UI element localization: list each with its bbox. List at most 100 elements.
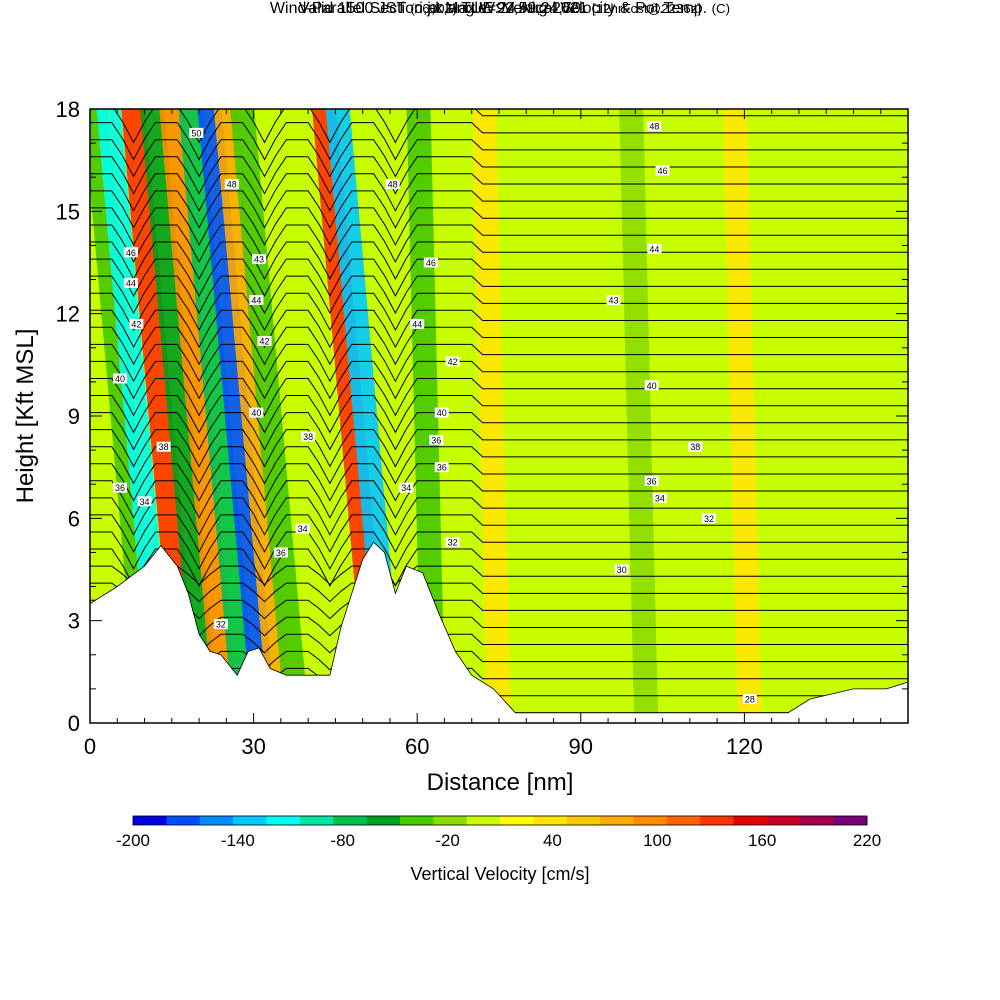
colorbar-swatch	[766, 816, 801, 825]
isentrope-line	[90, 309, 908, 349]
colorbar-label: Vertical Velocity [cm/s]	[410, 864, 589, 884]
isentrope-line	[90, 275, 908, 315]
colorbar-tick-label: -20	[435, 831, 460, 850]
colorbar-swatch	[166, 816, 201, 825]
isentrope-line	[90, 429, 908, 468]
colorbar-tick-label: 160	[748, 831, 776, 850]
colorbar-swatch	[800, 816, 835, 825]
isentrope-line	[90, 633, 908, 654]
colorbar-frame	[132, 815, 868, 826]
isentrope-label: 44	[251, 296, 261, 306]
isentrope-label-bg	[224, 179, 239, 190]
isentrope-label-bg	[429, 434, 444, 445]
isentrope-label-bg	[249, 407, 264, 418]
isentrope-line	[90, 616, 908, 637]
isentrope-label: 40	[437, 408, 447, 418]
isentrope-line	[90, 548, 908, 587]
isentrope-label-bg	[273, 547, 288, 558]
isentrope-label: 42	[131, 319, 141, 329]
x-axis-label: Distance [nm]	[427, 769, 574, 796]
colorbar-tick-label: 40	[543, 831, 562, 850]
isentrope-label: 42	[259, 336, 269, 346]
isentrope-line	[90, 378, 908, 417]
colorbar-tick-label: 220	[853, 831, 881, 850]
colorbar-swatch	[566, 816, 601, 825]
isentrope-label: 30	[617, 565, 627, 575]
isentrope-label: 40	[647, 381, 657, 391]
isentrope-label-bg	[112, 482, 127, 493]
isentrope-label-bg	[701, 513, 716, 524]
velocity-band	[619, 109, 659, 723]
colorbar-swatch	[333, 816, 368, 825]
colorbar-swatch	[500, 816, 534, 825]
isentrope-line	[90, 241, 908, 280]
colorbar-swatch	[299, 816, 334, 825]
isentrope-label-bg	[644, 475, 659, 486]
isentrope-label: 50	[191, 128, 201, 138]
isentrope-label-bg	[257, 335, 272, 346]
isentrope-label-bg	[252, 254, 267, 265]
isentrope-line	[113, 109, 908, 144]
isentrope-label: 48	[388, 180, 398, 190]
x-tick-label: 120	[726, 734, 763, 759]
isentrope-label-bg	[189, 127, 204, 138]
isentrope-label: 44	[649, 244, 659, 254]
isentrope-label-bg	[112, 373, 127, 384]
isentrope-line	[90, 258, 908, 297]
x-tick-label: 0	[84, 734, 96, 759]
isentrope-line	[90, 326, 908, 366]
isentrope-label: 34	[298, 524, 308, 534]
y-tick-label: 12	[56, 302, 80, 327]
colorbar-swatch	[633, 816, 668, 825]
isentrope-label-bg	[156, 441, 171, 452]
velocity-band	[406, 109, 446, 723]
isentrope-label-bg	[213, 619, 228, 630]
colorbar-swatch	[600, 816, 634, 825]
colorbar-swatch	[266, 816, 301, 825]
isentrope-label-bg	[742, 694, 757, 705]
colorbar-swatch	[666, 816, 701, 825]
y-tick-label: 0	[68, 711, 80, 736]
x-tick-label: 90	[569, 734, 593, 759]
isentrope-label-bg	[295, 523, 310, 534]
isentrope-line	[90, 582, 908, 603]
isentrope-label: 32	[216, 620, 226, 630]
isentrope-label: 36	[437, 463, 447, 473]
colorbar-swatch	[399, 816, 434, 825]
colorbar-tick-label: 100	[643, 831, 671, 850]
isentrope-label-bg	[688, 441, 703, 452]
y-tick-label: 3	[68, 609, 80, 634]
isentrope-line	[90, 190, 908, 229]
velocity-band	[178, 109, 258, 723]
isentrope-line	[90, 565, 908, 586]
isentrope-label: 44	[412, 319, 422, 329]
colorbar-swatch	[133, 816, 167, 825]
isentrope-label: 38	[303, 432, 313, 442]
isentrope-label: 40	[251, 408, 261, 418]
colorbar-swatch	[700, 816, 735, 825]
isentrope-line	[90, 463, 908, 502]
isentrope-label: 43	[254, 255, 264, 265]
isentrope-line	[90, 224, 908, 263]
colorbar-tick-label: -200	[116, 831, 150, 850]
isentrope-label-bg	[652, 492, 667, 503]
section-info: i,j,k,angle=92,59,24,50	[419, 0, 581, 17]
isentrope-line	[90, 480, 908, 519]
colorbar-swatch	[833, 816, 868, 825]
y-tick-label: 18	[56, 97, 80, 122]
isentrope-label-bg	[249, 295, 264, 306]
isentrope-line	[90, 599, 908, 620]
isentrope-line	[90, 412, 908, 451]
isentrope-label-bg	[137, 496, 152, 507]
isentrope-line	[90, 173, 908, 212]
isentrope-label: 34	[655, 493, 665, 503]
isentrope-label: 36	[276, 548, 286, 558]
colorbar-swatch	[199, 816, 234, 825]
isentrope-line	[90, 156, 908, 195]
x-tick-label: 30	[241, 734, 265, 759]
colorbar-swatch	[233, 816, 267, 825]
isentrope-line	[90, 139, 908, 178]
isentrope-line	[90, 292, 908, 332]
isentrope-label-bg	[385, 179, 400, 190]
isentrope-line	[90, 514, 908, 553]
